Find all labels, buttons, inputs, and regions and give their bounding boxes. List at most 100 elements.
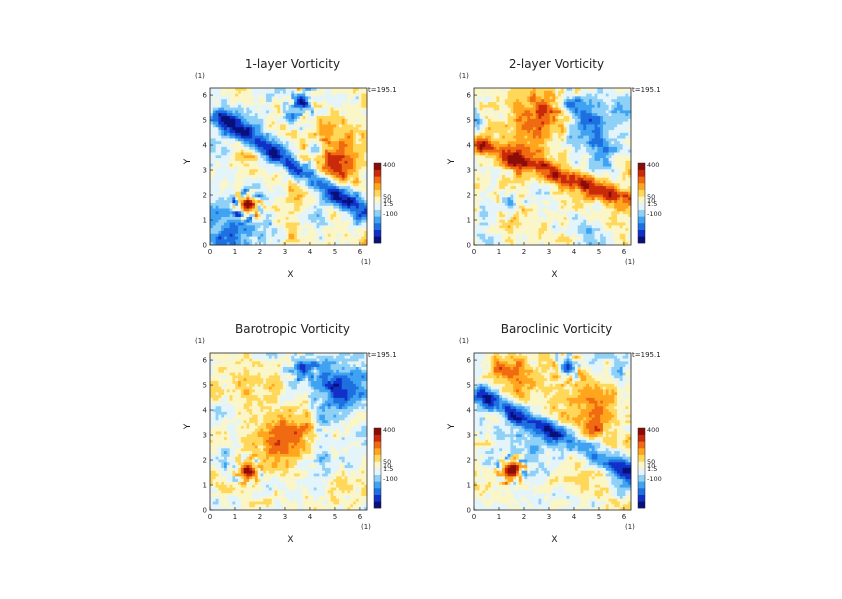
heatmap-cell xyxy=(322,164,325,167)
heatmap-cell xyxy=(342,133,345,136)
heatmap-cell xyxy=(269,155,272,158)
heatmap-cell xyxy=(609,119,612,122)
heatmap-cell xyxy=(572,152,575,155)
heatmap-cell xyxy=(272,211,275,214)
heatmap-cell xyxy=(263,214,266,217)
heatmap-cell xyxy=(303,110,306,113)
heatmap-cell xyxy=(592,138,595,141)
heatmap-cell xyxy=(592,122,595,125)
heatmap-cell xyxy=(319,88,322,91)
heatmap-cell xyxy=(291,214,294,217)
heatmap-cell xyxy=(289,225,292,228)
heatmap-cell xyxy=(620,152,623,155)
heatmap-cell xyxy=(550,155,553,158)
heatmap-cell xyxy=(260,138,263,141)
heatmap-cell xyxy=(266,206,269,209)
heatmap-cell xyxy=(244,138,247,141)
heatmap-cell xyxy=(600,161,603,164)
heatmap-cell xyxy=(255,158,258,161)
heatmap-cell xyxy=(311,206,314,209)
heatmap-cell xyxy=(522,130,525,133)
heatmap-cell xyxy=(508,88,511,91)
heatmap-cell xyxy=(575,96,578,99)
heatmap-cell xyxy=(603,144,606,147)
heatmap-cell xyxy=(249,116,252,119)
heatmap-cell xyxy=(213,217,216,220)
heatmap-cell xyxy=(274,211,277,214)
heatmap-cell xyxy=(258,152,261,155)
heatmap-cell xyxy=(277,99,280,102)
heatmap-cell xyxy=(297,181,300,184)
heatmap-cell xyxy=(611,94,614,97)
heatmap-cell xyxy=(328,108,331,111)
heatmap-cell xyxy=(255,119,258,122)
heatmap-cell xyxy=(218,167,221,170)
heatmap-cell xyxy=(496,94,499,97)
heatmap-cell xyxy=(235,155,238,158)
heatmap-cell xyxy=(303,105,306,108)
heatmap-cell xyxy=(305,228,308,231)
heatmap-cell xyxy=(213,228,216,231)
heatmap-cell xyxy=(283,206,286,209)
heatmap-cell xyxy=(513,138,516,141)
heatmap-cell xyxy=(280,175,283,178)
heatmap-cell xyxy=(550,105,553,108)
heatmap-cell xyxy=(611,169,614,172)
heatmap-cell xyxy=(494,88,497,91)
heatmap-cell xyxy=(283,127,286,130)
heatmap-cell xyxy=(232,231,235,234)
heatmap-cell xyxy=(510,99,513,102)
heatmap-cell xyxy=(361,130,364,133)
heatmap-cell xyxy=(474,127,477,130)
heatmap-cell xyxy=(230,147,233,150)
heatmap-cell xyxy=(311,127,314,130)
heatmap-cell xyxy=(496,138,499,141)
heatmap-cell xyxy=(224,113,227,116)
heatmap-cell xyxy=(572,141,575,144)
heatmap-cell xyxy=(345,122,348,125)
heatmap-cell xyxy=(286,195,289,198)
heatmap-cell xyxy=(625,138,628,141)
heatmap-cell xyxy=(232,189,235,192)
heatmap-cell xyxy=(617,102,620,105)
heatmap-cell xyxy=(210,116,213,119)
heatmap-cell xyxy=(274,223,277,226)
heatmap-cell xyxy=(232,217,235,220)
heatmap-cell xyxy=(617,108,620,111)
heatmap-cell xyxy=(510,108,513,111)
heatmap-cell xyxy=(325,91,328,94)
heatmap-cell xyxy=(553,136,556,139)
heatmap-cell xyxy=(246,192,249,195)
heatmap-cell xyxy=(291,113,294,116)
heatmap-cell xyxy=(524,130,527,133)
heatmap-cell xyxy=(317,197,320,200)
heatmap-cell xyxy=(263,155,266,158)
heatmap-cell xyxy=(533,152,536,155)
heatmap-cell xyxy=(325,152,328,155)
heatmap-cell xyxy=(303,175,306,178)
heatmap-cell xyxy=(227,141,230,144)
heatmap-cell xyxy=(241,91,244,94)
heatmap-cell xyxy=(485,94,488,97)
heatmap-cell xyxy=(246,119,249,122)
heatmap-cell xyxy=(620,124,623,127)
heatmap-cell xyxy=(266,181,269,184)
heatmap-cell xyxy=(283,175,286,178)
heatmap-cell xyxy=(592,127,595,130)
heatmap-cell xyxy=(544,122,547,125)
heatmap-cell xyxy=(505,141,508,144)
heatmap-cell xyxy=(339,102,342,105)
heatmap-cell xyxy=(620,147,623,150)
heatmap-cell xyxy=(558,108,561,111)
heatmap-cell xyxy=(277,223,280,226)
heatmap-cell xyxy=(244,150,247,153)
heatmap-cell xyxy=(303,161,306,164)
heatmap-cell xyxy=(555,161,558,164)
heatmap-cell xyxy=(522,155,525,158)
heatmap-cell xyxy=(359,130,362,133)
heatmap-cell xyxy=(527,99,530,102)
heatmap-cell xyxy=(361,113,364,116)
heatmap-cell xyxy=(575,133,578,136)
heatmap-cell xyxy=(527,113,530,116)
heatmap-cell xyxy=(597,150,600,153)
